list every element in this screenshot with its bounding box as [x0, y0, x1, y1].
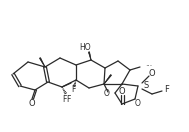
Text: O: O	[104, 88, 110, 98]
Polygon shape	[88, 52, 91, 60]
Polygon shape	[104, 75, 112, 84]
Text: ···: ···	[145, 62, 152, 72]
Text: F: F	[62, 95, 66, 103]
Text: F: F	[71, 84, 75, 93]
Text: O: O	[119, 86, 125, 95]
Text: O: O	[29, 98, 35, 107]
Text: F: F	[165, 84, 169, 93]
Polygon shape	[39, 58, 45, 67]
Text: F: F	[66, 95, 70, 105]
Text: S: S	[143, 81, 148, 91]
Text: HO: HO	[79, 44, 91, 53]
Text: O: O	[135, 100, 141, 109]
Text: O: O	[149, 69, 155, 77]
